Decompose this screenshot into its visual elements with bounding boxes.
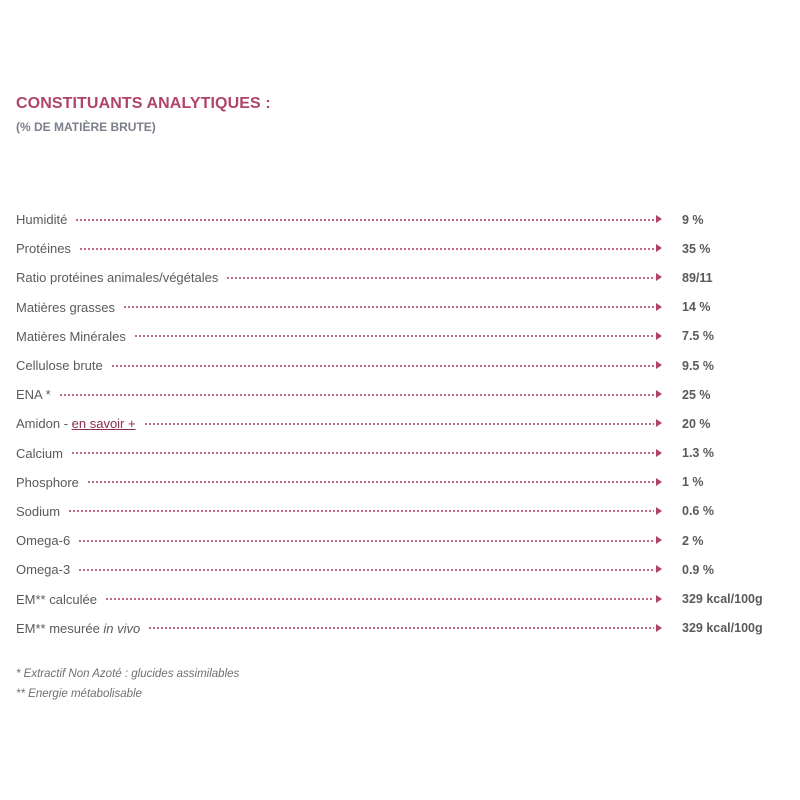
constituent-row: Sodium 0.6 % xyxy=(16,497,786,526)
constituent-row: Cellulose brute 9.5 % xyxy=(16,351,786,380)
constituent-label: Omega-6 xyxy=(16,533,71,549)
constituent-value: 9 % xyxy=(682,212,704,227)
constituent-row: EM** mesurée in vivo 329 kcal/100g xyxy=(16,614,786,643)
learn-more-link[interactable]: en savoir + xyxy=(71,416,136,432)
constituent-value: 329 kcal/100g xyxy=(682,592,763,607)
constituent-value: 2 % xyxy=(682,533,704,548)
arrow-right-icon xyxy=(656,536,663,545)
constituent-row: Amidon - en savoir + 20 % xyxy=(16,409,786,438)
arrow-right-icon xyxy=(656,215,663,224)
constituent-value: 25 % xyxy=(682,387,711,402)
constituent-value: 0.9 % xyxy=(682,562,714,577)
constituent-label: Matières grasses xyxy=(16,299,115,315)
arrow-right-icon xyxy=(655,302,662,311)
arrow-right-icon xyxy=(655,594,662,603)
constituent-value: 9.5 % xyxy=(682,358,714,373)
dotted-leader xyxy=(110,361,662,371)
constituent-label: Amidon - en savoir + xyxy=(16,416,136,432)
arrow-right-icon xyxy=(656,623,663,632)
dotted-leader xyxy=(143,419,662,429)
constituent-label: Omega-3 xyxy=(16,562,71,578)
constituent-label: Matières Minérales xyxy=(16,328,126,344)
dotted-leader xyxy=(78,536,663,546)
constituent-row: EM** calculée 329 kcal/100g xyxy=(16,584,786,613)
constituent-row: Protéines 35 % xyxy=(16,234,786,263)
dotted-leader xyxy=(148,623,663,633)
arrow-right-icon xyxy=(656,506,663,515)
constituent-value: 0.6 % xyxy=(682,504,714,519)
dotted-leader xyxy=(104,594,662,604)
footnotes: * Extractif Non Azoté : glucides assimil… xyxy=(16,664,239,704)
dotted-leader xyxy=(226,273,663,283)
dotted-leader xyxy=(78,244,662,254)
constituent-row: Omega-3 0.9 % xyxy=(16,555,786,584)
constituent-row: ENA * 25 % xyxy=(16,380,786,409)
constituent-label: Phosphore xyxy=(16,474,79,490)
constituent-row: Omega-6 2 % xyxy=(16,526,786,555)
constituent-label: Protéines xyxy=(16,241,71,257)
constituent-value: 1 % xyxy=(682,475,704,490)
constituent-value: 20 % xyxy=(682,416,711,431)
arrow-right-icon xyxy=(655,448,662,457)
constituent-value: 14 % xyxy=(682,300,711,315)
arrow-right-icon xyxy=(655,244,662,253)
constituent-label: Humidité xyxy=(16,212,68,228)
constituent-label: EM** mesurée in vivo xyxy=(16,620,141,636)
constituent-row: Matières Minérales 7.5 % xyxy=(16,322,786,351)
constituent-label: Sodium xyxy=(16,503,61,519)
footnote-em: ** Energie métabolisable xyxy=(16,688,142,700)
constituent-row: Ratio protéines animales/végétales 89/11 xyxy=(16,263,786,292)
dotted-leader xyxy=(78,565,663,575)
dotted-leader xyxy=(133,331,662,341)
dotted-leader xyxy=(68,506,663,516)
arrow-right-icon xyxy=(655,390,662,399)
constituent-label: Ratio protéines animales/végétales xyxy=(16,270,219,286)
constituent-value: 35 % xyxy=(682,241,711,256)
constituent-value: 329 kcal/100g xyxy=(682,621,763,636)
constituent-label: ENA * xyxy=(16,387,51,403)
constituent-label: Calcium xyxy=(16,445,63,461)
dotted-leader xyxy=(70,448,662,458)
footnote-ena: * Extractif Non Azoté : glucides assimil… xyxy=(16,668,240,680)
constituent-label: EM** calculée xyxy=(16,591,97,607)
constituent-row: Matières grasses 14 % xyxy=(16,293,786,322)
dotted-leader xyxy=(75,215,663,225)
constituent-row: Phosphore 1 % xyxy=(16,468,786,497)
arrow-right-icon xyxy=(655,477,662,486)
arrow-right-icon xyxy=(656,565,663,574)
constituent-value: 89/11 xyxy=(682,270,713,285)
dotted-leader xyxy=(122,302,662,312)
constituent-row: Humidité 9 % xyxy=(16,205,786,234)
constituent-value: 1.3 % xyxy=(682,446,714,461)
section-subtitle: (% DE MATIÈRE BRUTE) xyxy=(16,120,156,134)
constituent-row: Calcium 1.3 % xyxy=(16,439,786,468)
constituents-list: Humidité 9 % Protéines 35 % Ratio protéines … xyxy=(16,205,786,643)
constituent-value: 7.5 % xyxy=(682,329,714,344)
arrow-right-icon xyxy=(655,331,662,340)
dotted-leader xyxy=(86,477,662,487)
label-italic: in vivo xyxy=(103,620,141,636)
constituent-label: Cellulose brute xyxy=(16,358,103,374)
arrow-right-icon xyxy=(655,419,662,428)
arrow-right-icon xyxy=(656,273,663,282)
section-title: CONSTITUANTS ANALYTIQUES : xyxy=(16,95,271,112)
arrow-right-icon xyxy=(655,361,662,370)
dotted-leader xyxy=(58,390,662,400)
